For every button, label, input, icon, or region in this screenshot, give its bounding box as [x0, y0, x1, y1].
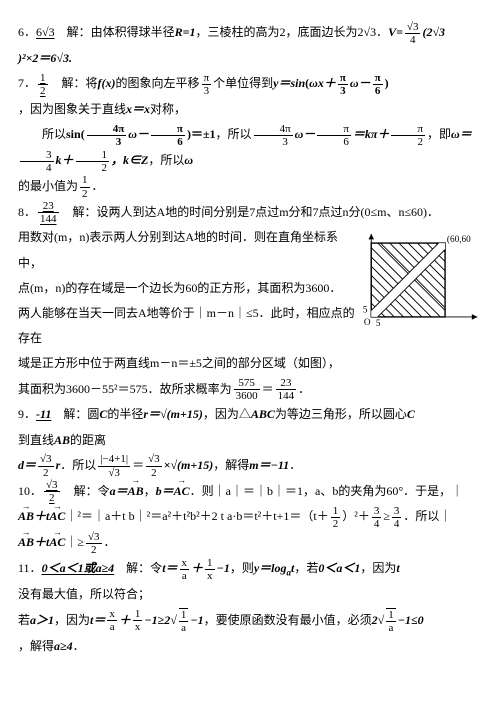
p7-line1: 7．12 解：将f(x)的图象向左平移π3个单位得到y＝sin(ωx＋π3ω－π… — [18, 71, 482, 97]
p11-line1: 11．0＜a＜1或a≥4 解：令t＝xa＋1x−1，则y＝logat，若0＜a＜… — [18, 556, 482, 582]
p11-ans: 0＜a＜1或a≥4 — [42, 561, 115, 575]
p8-ans: 23144 — [38, 200, 59, 225]
p7-line4: 的最小值为12． — [18, 174, 482, 200]
p9-line3: d＝√32r．所以|−4+1|√3＝√32×√(m+15)，解得m＝−11． — [18, 453, 482, 479]
p11-line3: 若a＞1，因为t＝xa＋1x−1≥2√1a−1，要使原函数没有最小值，必须2√1… — [18, 608, 482, 634]
label-O: O — [364, 318, 371, 328]
p10-line2: AB＋tAC｜²＝｜a＋t b｜²＝a²＋t²b²＋2 t a·b＝t²＋t+1… — [18, 504, 482, 530]
p7-line3: 所以sin(4π3ω－π6)＝±1，所以4π3ω－π6＝kπ＋π2，即ω＝34k… — [18, 122, 482, 174]
label-6060: (60,60 — [447, 235, 471, 245]
p8-diagram: O 5 5 (60,60 — [362, 225, 482, 335]
p8-line6: 其面积为3600－55²＝575．故所求概率为5753600＝23144． — [18, 377, 482, 403]
p9-line2: 到直线AB的距离 — [18, 428, 482, 453]
p8-line5: 域是正方形中位于两直线m－n＝±5之间的部分区域（如图）， — [18, 351, 482, 376]
p10-line1: 10．√32 解：令a＝AB，b＝AC．则｜a｜＝｜b｜＝1，a、b的夹角为60… — [18, 479, 482, 505]
p7-ans: 12 — [38, 72, 48, 97]
p6-ans: 6√3 — [36, 25, 55, 39]
p6-line2: )²×2＝6√3. — [18, 46, 482, 71]
p11-line2: 没有最大值，所以符合； — [18, 582, 482, 607]
p9-ans: -11 — [36, 407, 51, 421]
p6-line1: 6．6√3 解：由体积得球半径R=1，三棱柱的高为2，底面边长为2√3．V=√3… — [18, 20, 482, 46]
label-x5: 5 — [376, 319, 381, 329]
p8-line1: 8．23144 解：设两人到达A地的时间分别是7点过m分和7点过n分(0≤m、n… — [18, 200, 482, 226]
label-y5: 5 — [363, 305, 368, 315]
p9-line1: 9．-11 解：圆C的半径r＝√(m+15)，因为△ABC为等边三角形，所以圆心… — [18, 402, 482, 427]
frac: √34 — [405, 21, 421, 46]
p10-line3: AB＋tAC｜≥√32． — [18, 530, 482, 556]
p7-line2: ，因为图象关于直线x＝x对称， — [18, 97, 482, 122]
p11-line4: ，解得a≥4． — [18, 634, 482, 659]
